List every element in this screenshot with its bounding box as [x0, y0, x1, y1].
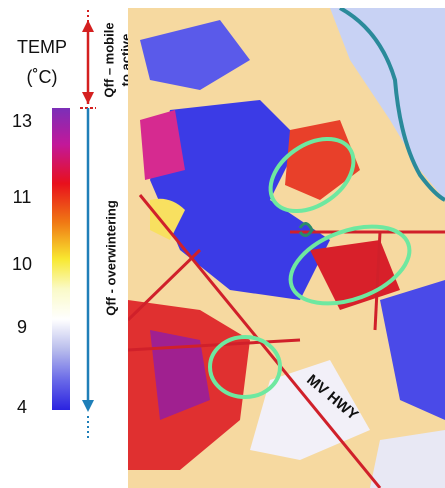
legend-title: TEMP	[17, 37, 67, 57]
tick-label: 11	[13, 187, 32, 207]
tick-label: 9	[17, 317, 27, 337]
color-scale	[52, 108, 70, 410]
arrows: Qff – mobile to active Qff - overwinteri…	[80, 10, 133, 440]
annotation: Qff - overwintering	[103, 200, 118, 316]
tick-label: 13	[12, 111, 32, 131]
annotation: Qff – mobile	[101, 22, 116, 97]
tick-label: 10	[12, 254, 32, 274]
tick-labels: 13 11 10 9 4	[12, 111, 32, 417]
page: TEMP (˚C) 13 11 10 9 4 Qff – mobile to activ…	[0, 0, 445, 488]
tick-label: 4	[17, 397, 27, 417]
thermal-map: MV HWY	[128, 8, 445, 488]
legend-unit: (˚C)	[27, 67, 58, 87]
legend: TEMP (˚C) 13 11 10 9 4	[12, 37, 70, 417]
